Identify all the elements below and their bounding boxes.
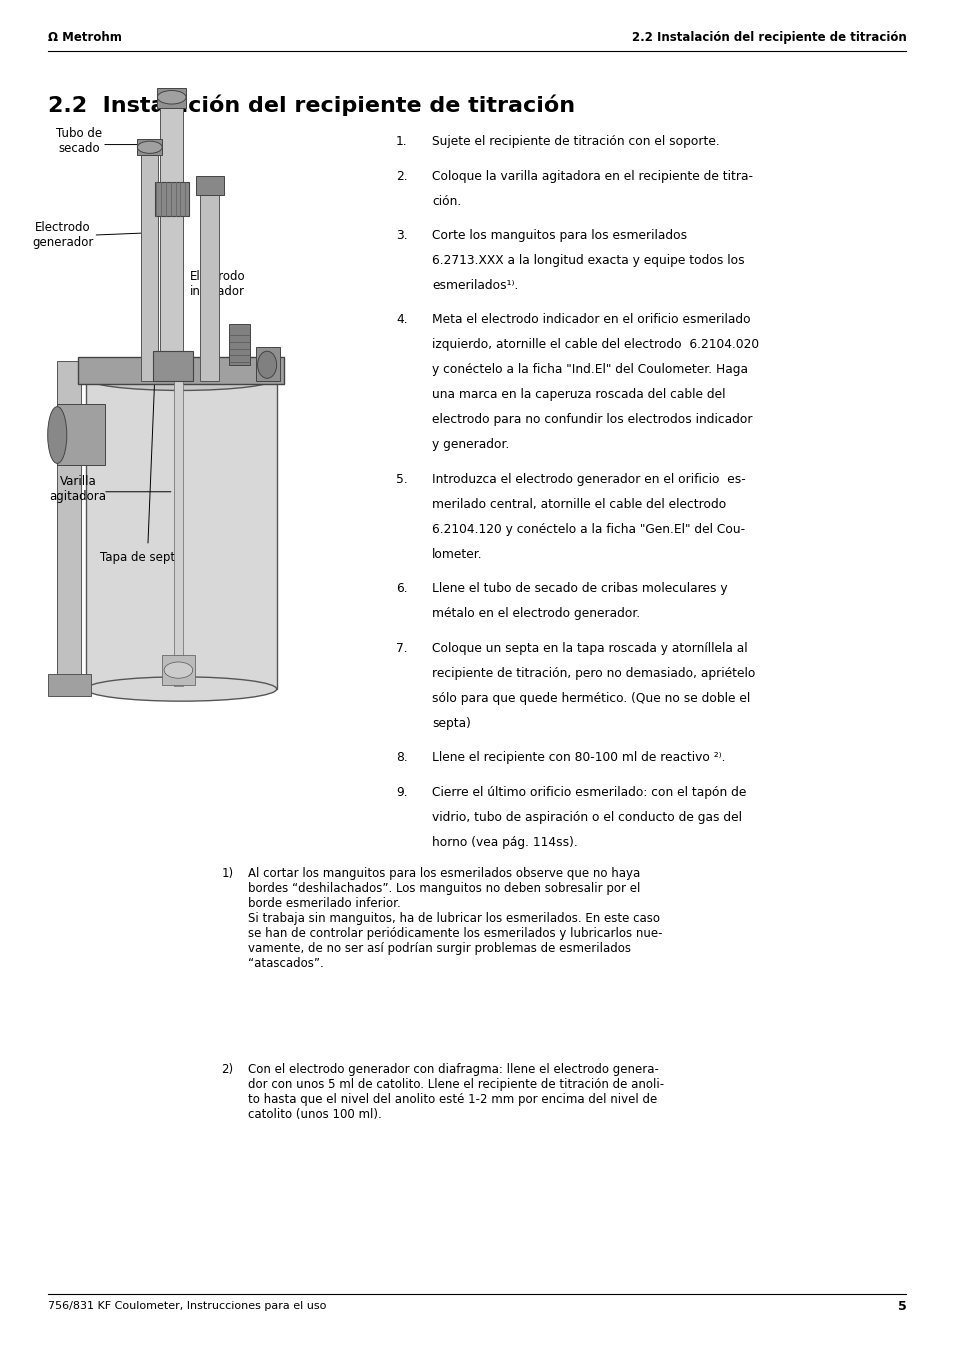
Bar (200, 192, 219, 381)
Text: 2.2  Instalación del recipiente de titración: 2.2 Instalación del recipiente de titrac… (48, 95, 575, 116)
Text: métalo en el electrodo generador.: métalo en el electrodo generador. (432, 607, 639, 620)
Text: 4.: 4. (395, 313, 407, 327)
Text: 756/831 KF Coulometer, Instrucciones para el uso: 756/831 KF Coulometer, Instrucciones par… (48, 1301, 326, 1312)
Bar (157, 88, 186, 108)
Text: Meta el electrodo indicador en el orificio esmerilado: Meta el electrodo indicador en el orific… (432, 313, 750, 327)
Bar (57, 361, 81, 692)
Text: Coloque la varilla agitadora en el recipiente de titra-: Coloque la varilla agitadora en el recip… (432, 169, 752, 182)
Bar (152, 351, 193, 381)
Ellipse shape (86, 677, 276, 701)
Text: Corte los manguitos para los esmerilados: Corte los manguitos para los esmerilados (432, 230, 686, 242)
Bar (154, 182, 189, 216)
Text: recipiente de titración, pero no demasiado, apriételo: recipiente de titración, pero no demasia… (432, 666, 755, 680)
Text: 6.2713.XXX a la longitud exacta y equipe todos los: 6.2713.XXX a la longitud exacta y equipe… (432, 254, 744, 267)
Text: 5.: 5. (395, 473, 407, 486)
Text: y generador.: y generador. (432, 438, 509, 451)
Text: 6.2104.120 y conéctelo a la ficha "Gen.El" del Cou-: 6.2104.120 y conéctelo a la ficha "Gen.E… (432, 523, 744, 536)
Ellipse shape (157, 91, 186, 104)
Text: electrodo para no confundir los electrodos indicador: electrodo para no confundir los electrod… (432, 413, 752, 427)
Text: Coloque un septa en la tapa roscada y atorníllela al: Coloque un septa en la tapa roscada y at… (432, 642, 747, 655)
Text: 2.: 2. (395, 169, 407, 182)
Text: 1.: 1. (395, 135, 407, 149)
Text: 3.: 3. (395, 230, 407, 242)
Text: esmerilados¹⁾.: esmerilados¹⁾. (432, 280, 518, 292)
Text: horno (vea pág. 114ss).: horno (vea pág. 114ss). (432, 835, 578, 848)
Ellipse shape (137, 142, 162, 154)
Text: vidrio, tubo de aspiración o el conducto de gas del: vidrio, tubo de aspiración o el conducto… (432, 811, 741, 824)
Text: ción.: ción. (432, 195, 461, 208)
Bar (86, 378, 276, 689)
Text: 6.: 6. (395, 582, 407, 596)
Text: Electrodo
indicador: Electrodo indicador (190, 270, 245, 297)
Text: 2): 2) (221, 1062, 233, 1075)
Ellipse shape (164, 662, 193, 678)
Ellipse shape (86, 366, 276, 390)
Text: Llene el tubo de secado de cribas moleculares y: Llene el tubo de secado de cribas molecu… (432, 582, 727, 596)
Text: sólo para que quede hermético. (Que no se doble el: sólo para que quede hermético. (Que no s… (432, 692, 750, 705)
Text: Tubo de
secado: Tubo de secado (56, 127, 102, 154)
Text: una marca en la caperuza roscada del cable del: una marca en la caperuza roscada del cab… (432, 389, 725, 401)
Bar (195, 176, 224, 195)
Text: Ω Metrohm: Ω Metrohm (48, 31, 121, 45)
Text: merilado central, atornille el cable del electrodo: merilado central, atornille el cable del… (432, 497, 725, 511)
Text: Electrodo
generador: Electrodo generador (32, 222, 93, 249)
Text: lometer.: lometer. (432, 549, 482, 561)
Text: Cierre el último orificio esmerilado: con el tapón de: Cierre el último orificio esmerilado: co… (432, 786, 746, 798)
Text: izquierdo, atornille el cable del electrodo  6.2104.020: izquierdo, atornille el cable del electr… (432, 338, 759, 351)
Text: Tapa de septa: Tapa de septa (100, 551, 182, 565)
Bar (78, 357, 284, 384)
Bar (160, 104, 183, 381)
Bar (48, 674, 91, 696)
Bar (137, 139, 162, 155)
Bar (255, 347, 279, 381)
Text: Introduzca el electrodo generador en el orificio  es-: Introduzca el electrodo generador en el … (432, 473, 745, 486)
Text: 9.: 9. (395, 786, 407, 798)
Text: 1): 1) (221, 867, 233, 881)
Text: y conéctelo a la ficha "Ind.El" del Coulometer. Haga: y conéctelo a la ficha "Ind.El" del Coul… (432, 363, 747, 377)
Ellipse shape (257, 351, 276, 378)
Bar (57, 404, 105, 465)
Bar (162, 655, 194, 685)
Bar (229, 324, 250, 365)
Text: Sujete el recipiente de titración con el soporte.: Sujete el recipiente de titración con el… (432, 135, 720, 149)
Text: Varilla
agitadora: Varilla agitadora (50, 476, 107, 503)
Bar (141, 151, 158, 381)
Text: 2.2 Instalación del recipiente de titración: 2.2 Instalación del recipiente de titrac… (631, 31, 905, 45)
Text: 5: 5 (897, 1300, 905, 1313)
Ellipse shape (48, 407, 67, 463)
Text: 8.: 8. (395, 751, 407, 765)
Bar (173, 381, 183, 686)
Text: Al cortar los manguitos para los esmerilados observe que no haya
bordes “deshila: Al cortar los manguitos para los esmeril… (248, 867, 661, 970)
Text: septa): septa) (432, 716, 471, 730)
Text: 7.: 7. (395, 642, 407, 655)
Text: Con el electrodo generador con diafragma: llene el electrodo genera-
dor con uno: Con el electrodo generador con diafragma… (248, 1062, 663, 1120)
Text: Llene el recipiente con 80-100 ml de reactivo ²⁾.: Llene el recipiente con 80-100 ml de rea… (432, 751, 725, 765)
